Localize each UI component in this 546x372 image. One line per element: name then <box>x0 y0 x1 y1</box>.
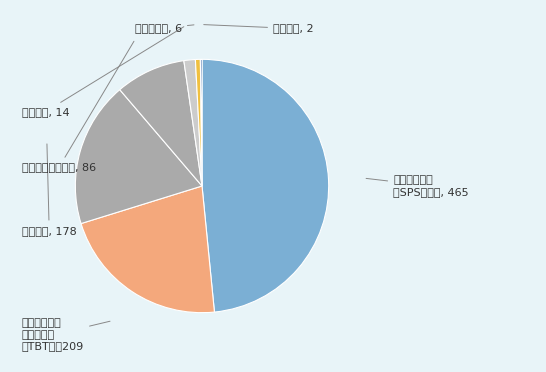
Wedge shape <box>195 60 202 186</box>
Text: アンチダンピング, 86: アンチダンピング, 86 <box>22 41 134 172</box>
Wedge shape <box>81 186 215 313</box>
Text: 衛生植物検疫
（SPS）措置, 465: 衛生植物検疫 （SPS）措置, 465 <box>366 175 469 197</box>
Text: 数量制限, 178: 数量制限, 178 <box>22 144 76 235</box>
Wedge shape <box>202 59 329 312</box>
Text: 相殺措置, 14: 相殺措置, 14 <box>22 27 184 116</box>
Text: 関税割当, 2: 関税割当, 2 <box>204 23 313 33</box>
Text: 貿易に関する
技術的障壁
（TBT），209: 貿易に関する 技術的障壁 （TBT），209 <box>22 318 110 352</box>
Wedge shape <box>184 60 202 186</box>
Wedge shape <box>75 90 202 224</box>
Wedge shape <box>120 61 202 186</box>
Wedge shape <box>200 59 202 186</box>
Text: 輸出補助金, 6: 輸出補助金, 6 <box>135 23 194 33</box>
